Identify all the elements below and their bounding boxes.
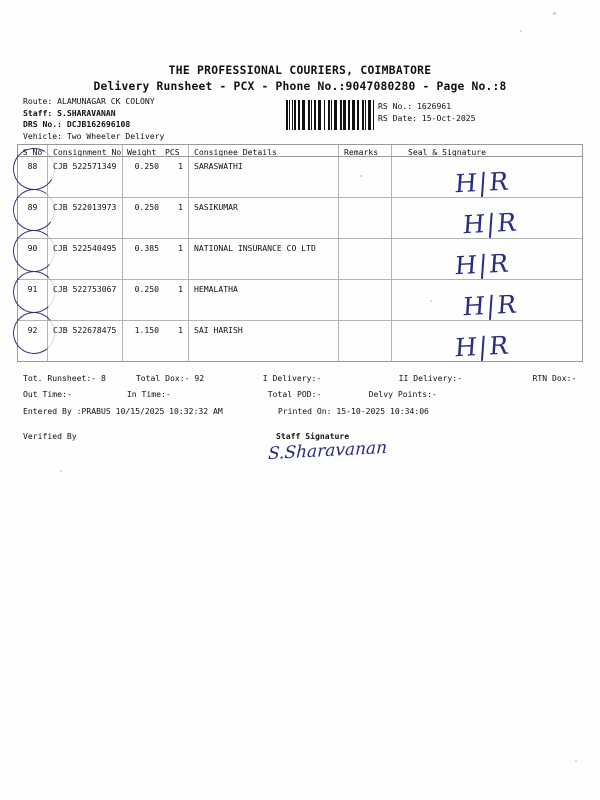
- cell-weight: 0.250: [134, 284, 159, 294]
- cell-weight: 0.385: [134, 243, 159, 253]
- col-header-consignee: Consignee Details: [189, 145, 339, 156]
- staff-signature-label: Staff Signature: [276, 431, 350, 441]
- cell-sno: 92: [18, 321, 48, 361]
- cell-consignee: HEMALATHA: [189, 280, 339, 320]
- cell-sno: 91: [18, 280, 48, 320]
- rtn-dox: RTN Dox:-: [532, 373, 577, 383]
- cell-consignment: CJB 522571349: [48, 157, 123, 197]
- scan-speck: [520, 30, 522, 32]
- rs-no-label: RS No.:: [378, 101, 413, 111]
- cell-weight: 1.150: [134, 325, 159, 335]
- cell-remarks: [339, 280, 392, 320]
- drs-line: DRS No.: DCJB162696108: [23, 119, 164, 131]
- cell-remarks: [339, 157, 392, 197]
- consignment-table: S No Consignment No Weight PCS Consignee…: [17, 144, 583, 362]
- col-header-remarks: Remarks: [339, 145, 392, 156]
- table-body: 88 CJB 522571349 0.250 1 SARASWATHI 89 CJB 522…: [18, 157, 582, 362]
- table-row[interactable]: 90 CJB 522540495 0.385 1 NATIONAL INSURANCE …: [18, 239, 582, 280]
- scan-speck: [60, 470, 62, 472]
- cell-seal: [392, 239, 582, 279]
- printed-on: Printed On: 15-10-2025 10:34:06: [277, 406, 429, 416]
- vehicle-label: Vehicle:: [23, 130, 62, 141]
- cell-pcs: 1: [163, 157, 189, 197]
- audit-line: Entered By :PRABUS 10/15/2025 10:32:32 A…: [23, 406, 429, 416]
- rs-date-value: 15-Oct-2025: [421, 113, 476, 123]
- cell-sno: 88: [18, 157, 48, 197]
- cell-remarks: [339, 239, 392, 279]
- staff-signature-handwritten: S.Sharavanan: [267, 437, 388, 465]
- vehicle-value: Two Wheeler Delivery: [66, 130, 165, 141]
- table-row[interactable]: 91 CJB 522753067 0.250 1 HEMALATHA: [18, 280, 582, 321]
- scan-speck: [575, 760, 577, 762]
- cell-remarks: [339, 321, 392, 361]
- cell-weight: 0.250: [134, 202, 159, 212]
- rs-date-line: RS Date: 15-Oct-2025: [378, 112, 475, 124]
- cell-sno: 90: [18, 239, 48, 279]
- route-line: Route: ALAMUNAGAR CK COLONY: [23, 96, 164, 108]
- table-row[interactable]: 88 CJB 522571349 0.250 1 SARASWATHI: [18, 157, 582, 198]
- cell-consignment: CJB 522013973: [48, 198, 123, 238]
- drs-value: DCJB162696108: [66, 119, 131, 130]
- scan-speck: [553, 12, 556, 15]
- cell-consignment: CJB 522678475: [48, 321, 123, 361]
- entered-by: Entered By :PRABUS 10/15/2025 10:32:32 A…: [23, 406, 223, 416]
- rs-no-value: 1626961: [417, 101, 452, 111]
- cell-consignment: CJB 522540495: [48, 239, 123, 279]
- document-title-block: THE PROFESSIONAL COURIERS, COIMBATORE De…: [0, 64, 600, 93]
- rs-no-line: RS No.: 1626961: [378, 100, 475, 112]
- total-dox: Total Dox:- 92: [135, 373, 205, 383]
- col-header-consignment: Consignment No: [48, 145, 123, 156]
- delvy-points: Delvy Points:-: [368, 389, 437, 399]
- cell-consignee: SASIKUMAR: [189, 198, 339, 238]
- barcode: [286, 100, 374, 130]
- col-header-seal: Seal & Signature: [408, 147, 486, 156]
- out-time: Out Time:-: [23, 389, 72, 399]
- runsheet-meta: RS No.: 1626961 RS Date: 15-Oct-2025: [378, 100, 475, 124]
- table-row[interactable]: 92 CJB 522678475 1.150 1 SAI HARISH: [18, 321, 582, 362]
- col-header-sno: S No: [18, 145, 48, 156]
- cell-seal: [392, 321, 582, 361]
- cell-consignee: SAI HARISH: [189, 321, 339, 361]
- cell-sno: 89: [18, 198, 48, 238]
- consignor-meta: Route: ALAMUNAGAR CK COLONY Staff: S.SHA…: [23, 96, 164, 142]
- cell-seal: [392, 157, 582, 197]
- cell-pcs: 1: [163, 280, 189, 320]
- document-subtitle: Delivery Runsheet - PCX - Phone No.:9047…: [93, 80, 507, 93]
- drs-label: DRS No.:: [23, 119, 62, 130]
- company-name: THE PROFESSIONAL COURIERS, COIMBATORE: [168, 64, 432, 77]
- cell-seal: [392, 198, 582, 238]
- cell-consignee: SARASWATHI: [189, 157, 339, 197]
- staff-label: Staff:: [23, 107, 53, 118]
- col-header-pcs: PCS: [163, 145, 189, 156]
- summary-line-2: Out Time:- In Time:- Total POD:- Delvy P…: [23, 389, 437, 399]
- cell-seal: [392, 280, 582, 320]
- route-value: ALAMUNAGAR CK COLONY: [57, 96, 155, 106]
- cell-pcs: 1: [163, 321, 189, 361]
- staff-value: S.SHARAVANAN: [57, 107, 116, 118]
- table-row[interactable]: 89 CJB 522013973 0.250 1 SASIKUMAR: [18, 198, 582, 239]
- cell-pcs: 1: [163, 239, 189, 279]
- vehicle-line: Vehicle: Two Wheeler Delivery: [23, 131, 164, 143]
- in-time: In Time:-: [126, 389, 171, 399]
- cell-remarks: [339, 198, 392, 238]
- ii-delivery: II Delivery:-: [398, 373, 462, 383]
- table-header-row: S No Consignment No Weight PCS Consignee…: [18, 145, 582, 157]
- summary-line-1: Tot. Runsheet:- 8 Total Dox:- 92 I Deliv…: [23, 373, 576, 383]
- total-pod: Total POD:-: [267, 389, 322, 399]
- cell-consignee: NATIONAL INSURANCE CO LTD: [189, 239, 339, 279]
- staff-line: Staff: S.SHARAVANAN: [23, 108, 164, 120]
- tot-runsheet: Tot. Runsheet:- 8: [23, 373, 106, 383]
- i-delivery: I Delivery:-: [262, 373, 322, 383]
- verified-by-label: Verified By: [23, 431, 77, 441]
- col-header-weight: Weight: [127, 147, 157, 156]
- route-label: Route:: [23, 96, 53, 106]
- rs-date-label: RS Date:: [378, 113, 417, 123]
- cell-weight: 0.250: [134, 161, 159, 171]
- cell-pcs: 1: [163, 198, 189, 238]
- cell-consignment: CJB 522753067: [48, 280, 123, 320]
